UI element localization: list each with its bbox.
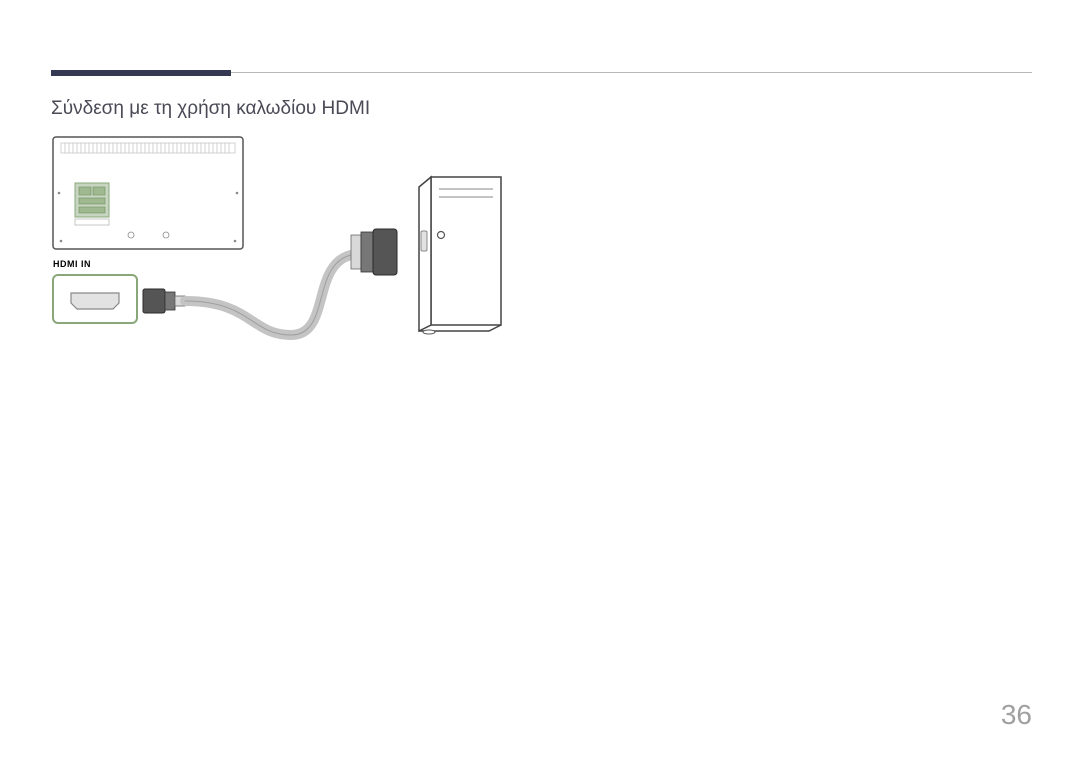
hdmi-port-box-icon <box>53 275 137 323</box>
header-accent-bar <box>51 70 231 76</box>
pc-tower-icon <box>419 177 501 334</box>
page-number: 36 <box>1001 699 1032 731</box>
header-rule <box>231 72 1032 73</box>
port-label-text: HDMI IN <box>53 259 91 269</box>
connection-diagram: HDMI IN <box>51 135 551 355</box>
section-title: Σύνδεση με τη χρήση καλωδίου HDMI <box>51 98 370 120</box>
monitor-back-icon <box>53 137 243 249</box>
